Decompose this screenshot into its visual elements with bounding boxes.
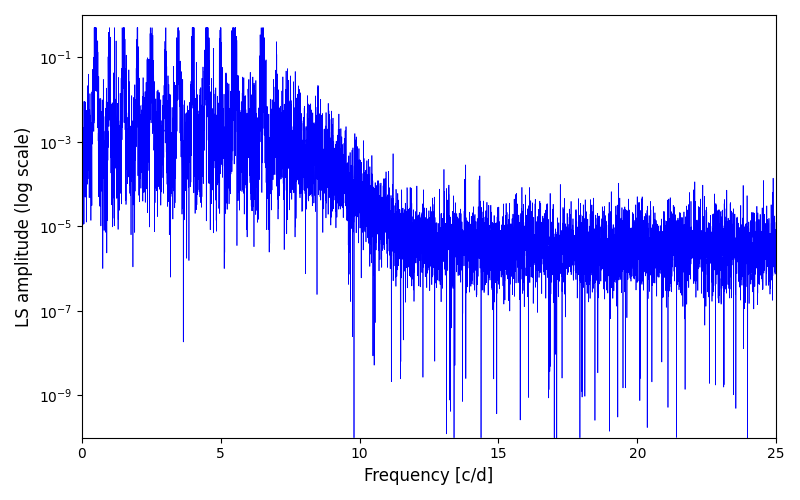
Y-axis label: LS amplitude (log scale): LS amplitude (log scale) (15, 126, 33, 326)
X-axis label: Frequency [c/d]: Frequency [c/d] (364, 467, 494, 485)
